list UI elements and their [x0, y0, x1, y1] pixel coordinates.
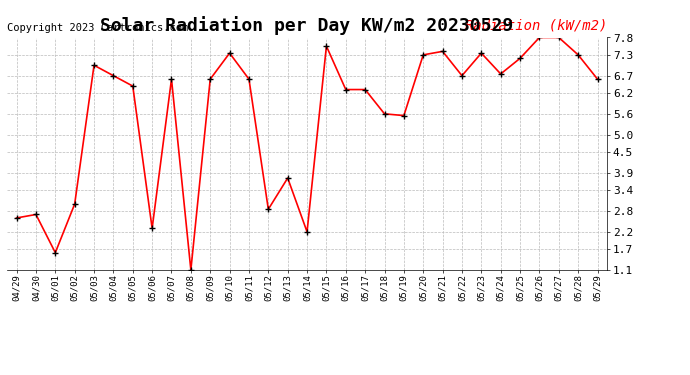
Radiation (kW/m2)	[245, 77, 253, 81]
Text: Copyright 2023 Cartronics.com: Copyright 2023 Cartronics.com	[7, 23, 188, 33]
Text: Radiation (kW/m2): Radiation (kW/m2)	[465, 19, 607, 33]
Radiation (kW/m2)	[206, 77, 215, 81]
Radiation (kW/m2)	[574, 53, 582, 57]
Radiation (kW/m2)	[70, 202, 79, 206]
Title: Solar Radiation per Day KW/m2 20230529: Solar Radiation per Day KW/m2 20230529	[101, 16, 513, 34]
Radiation (kW/m2)	[555, 35, 563, 40]
Radiation (kW/m2)	[109, 74, 117, 78]
Radiation (kW/m2)	[187, 268, 195, 272]
Radiation (kW/m2)	[51, 251, 59, 255]
Radiation (kW/m2)	[593, 77, 602, 81]
Radiation (kW/m2)	[516, 56, 524, 61]
Line: Radiation (kW/m2): Radiation (kW/m2)	[13, 34, 601, 273]
Radiation (kW/m2)	[12, 216, 21, 220]
Radiation (kW/m2)	[284, 176, 292, 180]
Radiation (kW/m2)	[342, 87, 350, 92]
Radiation (kW/m2)	[477, 51, 486, 56]
Radiation (kW/m2)	[148, 226, 156, 231]
Radiation (kW/m2)	[400, 113, 408, 118]
Radiation (kW/m2)	[322, 44, 331, 48]
Radiation (kW/m2)	[168, 77, 176, 81]
Radiation (kW/m2)	[458, 74, 466, 78]
Radiation (kW/m2)	[380, 112, 388, 116]
Radiation (kW/m2)	[419, 53, 427, 57]
Radiation (kW/m2)	[128, 84, 137, 88]
Radiation (kW/m2)	[264, 207, 273, 212]
Radiation (kW/m2)	[32, 212, 40, 217]
Radiation (kW/m2)	[90, 63, 98, 68]
Radiation (kW/m2)	[497, 72, 505, 76]
Radiation (kW/m2)	[438, 49, 446, 54]
Radiation (kW/m2)	[361, 87, 369, 92]
Radiation (kW/m2)	[226, 51, 234, 56]
Radiation (kW/m2)	[303, 230, 311, 234]
Radiation (kW/m2)	[535, 35, 544, 40]
